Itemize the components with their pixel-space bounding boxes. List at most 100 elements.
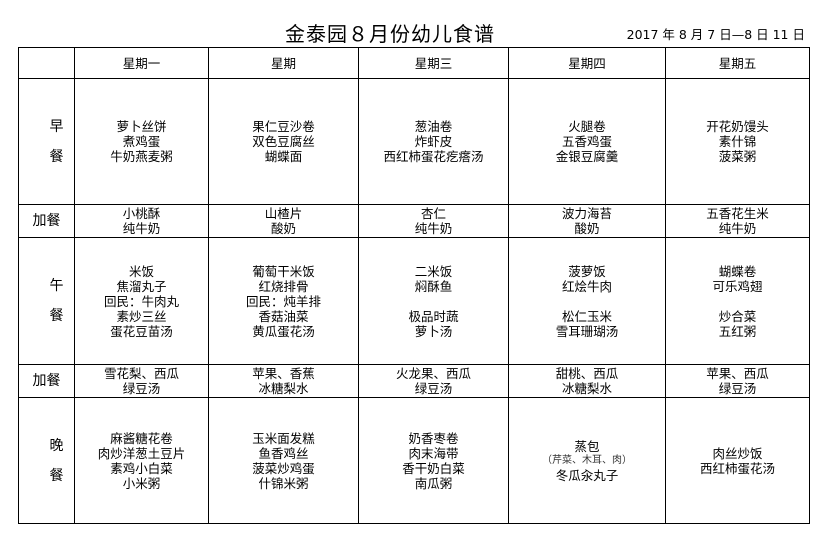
dish-item: 五红粥 — [718, 323, 757, 339]
blank-line — [509, 294, 665, 309]
dish-item: 回民：牛肉丸 — [103, 293, 179, 309]
dish-item: 雪耳珊瑚汤 — [555, 323, 619, 339]
corner-cell — [18, 47, 75, 79]
meal-label-text: 餐 — [49, 467, 64, 484]
dish-item: 奶香枣卷 — [408, 430, 459, 446]
meal-label-text: 午 — [49, 278, 64, 294]
meal-label-text: 加餐 — [32, 212, 61, 229]
menu-cell: 麻酱糖花卷 肉炒洋葱土豆片 素鸡小白菜 小米粥 — [74, 397, 209, 524]
menu-cell: 开花奶馒头 素什锦 菠菜粥 — [665, 78, 810, 205]
dish-item: 纯牛奶 — [718, 221, 757, 236]
dish-item: 极品时蔬 — [408, 308, 459, 324]
dish-item: 雪花梨、西瓜 — [103, 366, 179, 381]
dish-item: 杏仁 — [420, 206, 446, 221]
dish-item: 菠菜炒鸡蛋 — [252, 460, 315, 476]
menu-cell: 雪花梨、西瓜 绿豆汤 — [74, 364, 209, 398]
dish-item: 小米粥 — [122, 475, 161, 491]
menu-cell: 蒸包 （芹菜、木耳、肉） 冬瓜汆丸子 — [508, 397, 666, 524]
dish-item: 素炒三丝 — [116, 308, 167, 324]
menu-cell: 火龙果、西瓜 绿豆汤 — [358, 364, 509, 398]
dish-item: 萝卜丝饼 — [116, 119, 167, 134]
meal-row-breakfast: 早餐萝卜丝饼 煮鸡蛋 牛奶燕麦粥 果仁豆沙卷 双色豆腐丝 蝴蝶面 葱油卷 炸虾皮 西红柿蛋花疙瘩… — [18, 78, 810, 205]
dish-item: 肉末海带 — [408, 445, 459, 461]
dish-item: 牛奶燕麦粥 — [110, 149, 173, 164]
dish-item: 山楂片 — [264, 206, 303, 221]
dish-item: 西红柿蛋花疙瘩汤 — [383, 149, 484, 164]
day-header: 星期一 — [74, 47, 209, 79]
menu-cell: 小桃酥 纯牛奶 — [74, 204, 209, 238]
dish-item: 肉丝炒饭 — [712, 445, 763, 461]
meal-label: 加餐 — [18, 204, 75, 238]
dish-item: 焖酥鱼 — [414, 278, 453, 294]
dish-item: 双色豆腐丝 — [252, 134, 315, 149]
dish-item: 波力海苔 — [561, 206, 612, 221]
day-header: 星期 — [208, 47, 359, 79]
dish-item: 小桃酥 — [122, 206, 161, 221]
page-title: 金泰园８月份幼儿食谱 — [285, 22, 495, 46]
dish-item: 炸虾皮 — [414, 134, 453, 149]
dish-item: 玉米面发糕 — [252, 430, 315, 446]
dish-item: 开花奶馒头 — [706, 119, 769, 134]
meal-label-text: 餐 — [49, 148, 64, 165]
dish-item: 煮鸡蛋 — [122, 134, 161, 149]
dish-item: 葡萄干米饭 — [252, 263, 315, 279]
menu-cell: 五香花生米 纯牛奶 — [665, 204, 810, 238]
dish-item: 五香鸡蛋 — [561, 134, 612, 149]
menu-cell: 米饭 焦溜丸子 回民：牛肉丸 素炒三丝 蛋花豆苗汤 — [74, 237, 209, 365]
dish-item: 菠萝饭 — [568, 263, 606, 279]
meal-label-text: 早 — [49, 118, 64, 135]
dish-item: 菠菜粥 — [718, 149, 757, 164]
day-header: 星期三 — [358, 47, 509, 79]
menu-table: 星期一 星期 星期三 星期四 星期五 早餐萝卜丝饼 煮鸡蛋 牛奶燕麦粥 果仁豆沙卷 双色… — [18, 47, 810, 524]
menu-cell: 肉丝炒饭 西红柿蛋花汤 — [665, 397, 810, 524]
dish-item: 香菇油菜 — [258, 308, 309, 324]
dish-item: 肉炒洋葱土豆片 — [97, 445, 186, 461]
header-row: 星期一 星期 星期三 星期四 星期五 — [18, 47, 810, 79]
day-header: 星期五 — [665, 47, 810, 79]
dish-item: 米饭 — [128, 263, 154, 279]
meal-label: 午餐 — [18, 237, 75, 365]
dish-item: 萝卜汤 — [414, 323, 453, 339]
blank-line — [666, 294, 809, 309]
dish-item: 蝴蝶卷 — [718, 263, 757, 279]
menu-cell: 萝卜丝饼 煮鸡蛋 牛奶燕麦粥 — [74, 78, 209, 205]
menu-cell: 杏仁 纯牛奶 — [358, 204, 509, 238]
meal-label-text: 加餐 — [32, 372, 61, 389]
dish-item: 红烧排骨 — [258, 278, 309, 294]
menu-cell: 果仁豆沙卷 双色豆腐丝 蝴蝶面 — [208, 78, 359, 205]
dish-item: 蝴蝶面 — [264, 149, 303, 164]
dish-item: 纯牛奶 — [122, 221, 161, 236]
dish-item: 五香花生米 — [706, 206, 769, 221]
menu-cell: 波力海苔 酸奶 — [508, 204, 666, 238]
dish-item: 酸奶 — [574, 221, 600, 236]
dish-item: 可乐鸡翅 — [712, 278, 763, 294]
meal-label: 早餐 — [18, 78, 75, 205]
dish-item: 果仁豆沙卷 — [252, 119, 315, 134]
dish-item: 焦溜丸子 — [116, 278, 167, 294]
dish-item: 黄瓜蛋花汤 — [252, 323, 315, 339]
dish-item: 南瓜粥 — [414, 475, 453, 491]
dish-item: 绿豆汤 — [718, 381, 757, 396]
menu-cell: 葡萄干米饭 红烧排骨 回民：炖羊排 香菇油菜 黄瓜蛋花汤 — [208, 237, 359, 365]
meal-row-morning-snack: 加餐 小桃酥 纯牛奶 山楂片 酸奶 杏仁 纯牛奶 波力海苔 酸奶 五香花生米 纯牛奶 — [18, 204, 810, 238]
meal-label: 加餐 — [18, 364, 75, 398]
dish-item: 火腿卷 — [568, 119, 606, 134]
menu-cell: 火腿卷 五香鸡蛋 金银豆腐羹 — [508, 78, 666, 205]
dish-item: 苹果、香蕉 — [252, 366, 315, 381]
dish-item: 红烩牛肉 — [561, 278, 612, 294]
dish-item: 苹果、西瓜 — [706, 366, 769, 381]
dish-item: 葱油卷 — [414, 119, 453, 134]
blank-line — [359, 294, 508, 309]
dish-item: 金银豆腐羹 — [555, 149, 619, 164]
dish-item: 鱼香鸡丝 — [258, 445, 309, 461]
dish-item: 绿豆汤 — [122, 381, 161, 396]
dish-item: 冰糖梨水 — [561, 381, 612, 396]
menu-cell: 苹果、香蕉 冰糖梨水 — [208, 364, 359, 398]
dish-item: 松仁玉米 — [561, 308, 612, 324]
dish-item: 炒合菜 — [718, 308, 757, 324]
dish-item: 甜桃、西瓜 — [555, 366, 619, 381]
menu-cell: 玉米面发糕 鱼香鸡丝 菠菜炒鸡蛋 什锦米粥 — [208, 397, 359, 524]
menu-cell: 山楂片 酸奶 — [208, 204, 359, 238]
dish-item: 火龙果、西瓜 — [395, 366, 471, 381]
date-range: 2017 年 8 月 7 日—8 日 11 日 — [626, 27, 805, 42]
